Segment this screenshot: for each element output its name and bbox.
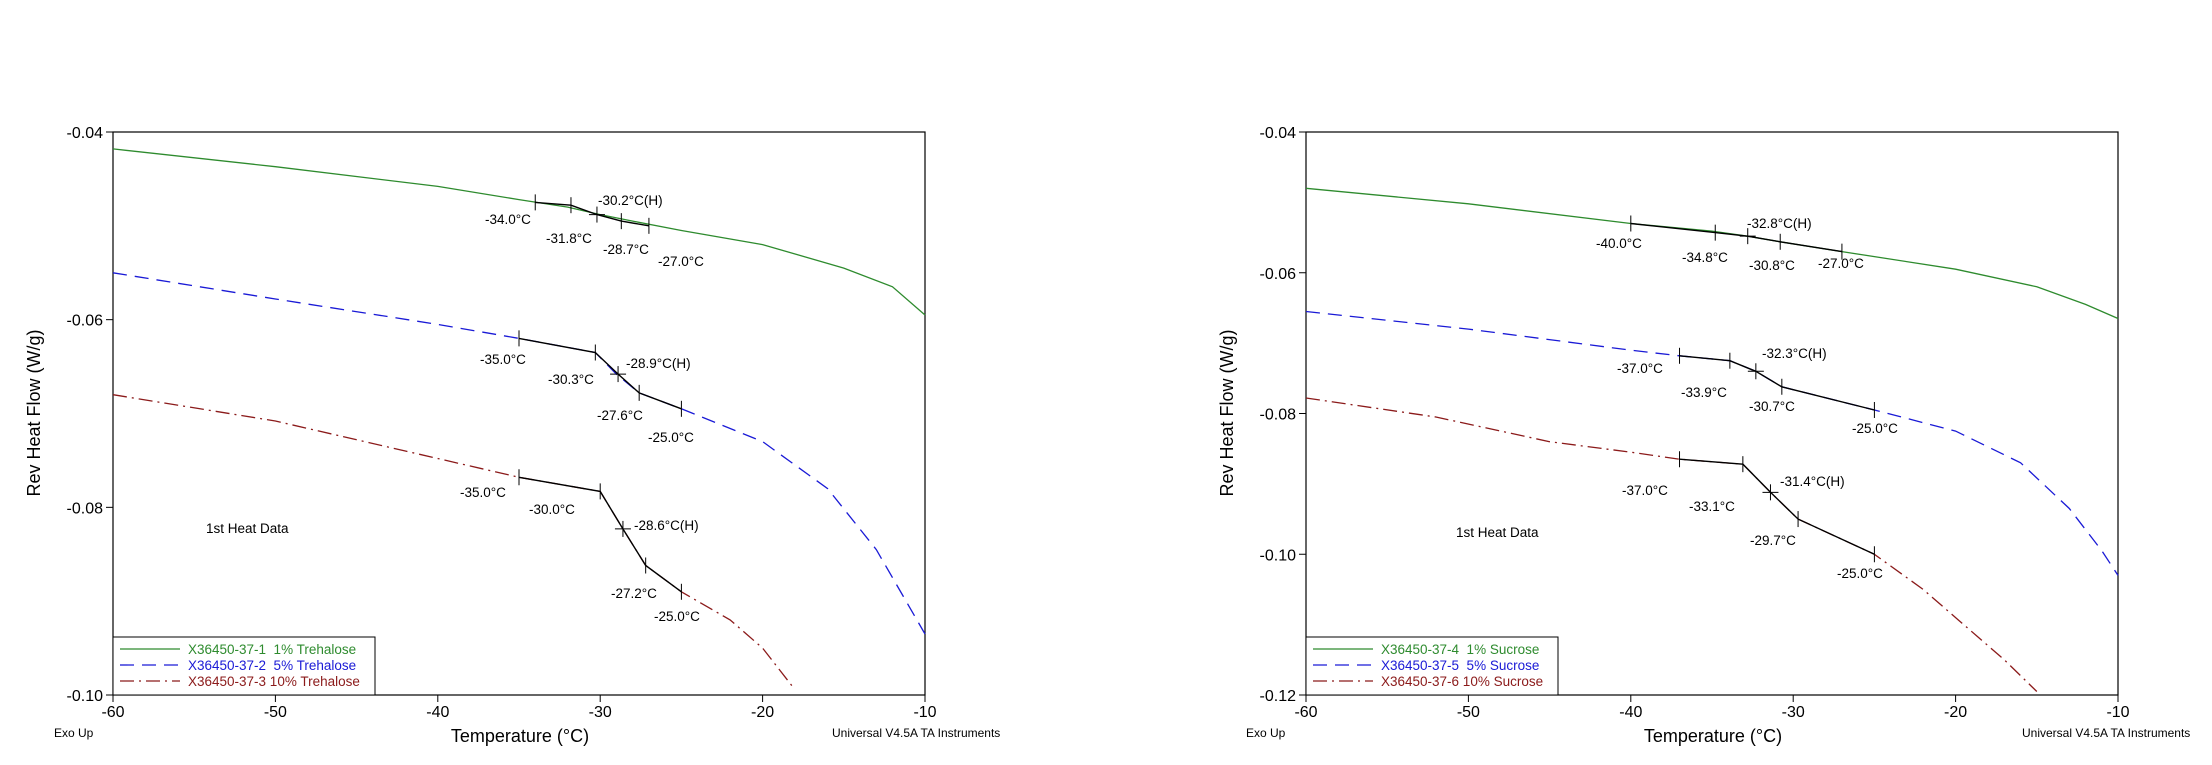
x-tick-label: -20 — [1944, 704, 1967, 721]
legend: X36450-37-1 1% Trehalose X36450-37-2 5% … — [112, 636, 376, 696]
annotation-label: -40.0°C — [1596, 236, 1642, 251]
onset-marker — [610, 366, 627, 383]
y-tick-label: -0.10 — [1260, 547, 1297, 564]
legend-entry: X36450-37-1 1% Trehalose — [188, 642, 356, 657]
plot-frame — [1305, 131, 2119, 696]
annotation-label: -25.0°C — [1837, 566, 1883, 581]
annotation-labels: -40.0°C -34.8°C -32.8°C(H) -30.8°C -27.0… — [1596, 216, 1898, 581]
instrument-label: Universal V4.5A TA Instruments — [2022, 726, 2190, 740]
onset-marker — [588, 206, 605, 223]
annotation-label: -32.3°C(H) — [1762, 346, 1827, 361]
y-tick-label: -0.12 — [1260, 688, 1297, 705]
x-tick-label: -50 — [264, 704, 287, 721]
legend: X36450-37-4 1% Sucrose X36450-37-5 5% Su… — [1305, 636, 1559, 696]
annotation-label: -30.8°C — [1749, 258, 1795, 273]
y-tick-label: -0.10 — [67, 688, 104, 705]
legend-box — [1305, 636, 1559, 696]
x-tick-label: -30 — [589, 704, 612, 721]
annotation-label: -31.8°C — [546, 231, 592, 246]
annotation-label: -37.0°C — [1622, 483, 1668, 498]
annotation-label: -37.0°C — [1617, 361, 1663, 376]
annotation-labels: -34.0°C -31.8°C -30.2°C(H) -28.7°C -27.0… — [460, 193, 704, 624]
onset-marker — [1762, 484, 1779, 501]
annotation-label: -34.8°C — [1682, 250, 1728, 265]
onset-marker — [614, 520, 631, 537]
exo-up-label: Exo Up — [1246, 726, 1286, 740]
annotation-label: -29.7°C — [1750, 533, 1796, 548]
legend-box — [112, 636, 376, 696]
y-tick-label: -0.06 — [1260, 266, 1297, 283]
annotation-label: -25.0°C — [654, 609, 700, 624]
instrument-label: Universal V4.5A TA Instruments — [832, 726, 1000, 740]
tick-layer: -60 -50 -40 -30 -20 -10 -0.04 -0.06 -0.08 -0.10 — [67, 125, 937, 721]
tick-layer: -60 -50 -40 -30 -20 -10 -0.04 -0.06 -0.08 -0.10 -0… — [1260, 125, 2130, 721]
series-layer — [112, 148, 926, 686]
legend-entry: X36450-37-4 1% Sucrose — [1381, 642, 1539, 657]
y-tick-label: -0.08 — [1260, 407, 1297, 424]
x-tick-label: -50 — [1457, 704, 1480, 721]
exo-up-label: Exo Up — [54, 726, 94, 740]
y-tick-label: -0.04 — [1260, 125, 1297, 142]
onset-marker — [1739, 228, 1756, 245]
plot-frame — [112, 131, 926, 696]
x-tick-label: -10 — [913, 704, 936, 721]
annotation-label: -30.3°C — [548, 372, 594, 387]
annotation-label: -28.7°C — [603, 242, 649, 257]
annotation-label: -30.0°C — [529, 502, 575, 517]
annotation-label: -27.0°C — [1818, 256, 1864, 271]
annotation-label: -30.7°C — [1749, 399, 1795, 414]
annotation-label: -27.2°C — [611, 586, 657, 601]
x-tick-label: -40 — [426, 704, 449, 721]
chart-sucrose: -60 -50 -40 -30 -20 -10 -0.04 -0.06 -0.08 -0.10 -0… — [1217, 125, 2190, 746]
onset-layer — [518, 194, 682, 600]
annotation-label: -34.0°C — [485, 212, 531, 227]
annotation-label: -28.9°C(H) — [626, 356, 691, 371]
annotation-label: -33.9°C — [1681, 385, 1727, 400]
legend-entry: X36450-37-5 5% Sucrose — [1381, 658, 1539, 673]
x-tick-label: -40 — [1619, 704, 1642, 721]
annotation-label: -33.1°C — [1689, 499, 1735, 514]
annotation-label: -25.0°C — [1852, 421, 1898, 436]
y-tick-label: -0.04 — [67, 125, 104, 142]
series-line — [112, 272, 926, 635]
note-label: 1st Heat Data — [1456, 525, 1539, 540]
legend-entry: X36450-37-6 10% Sucrose — [1381, 674, 1543, 689]
y-tick-label: -0.06 — [67, 313, 104, 330]
x-axis-title: Temperature (°C) — [1644, 726, 1782, 746]
y-tick-label: -0.08 — [67, 500, 104, 517]
legend-entry: X36450-37-3 10% Trehalose — [188, 674, 360, 689]
note-label: 1st Heat Data — [206, 521, 289, 536]
annotation-label: -25.0°C — [648, 430, 694, 445]
x-tick-label: -60 — [1294, 704, 1317, 721]
annotation-label: -32.8°C(H) — [1747, 216, 1812, 231]
legend-entry: X36450-37-2 5% Trehalose — [188, 658, 356, 673]
annotation-label: -35.0°C — [460, 485, 506, 500]
onset-layer — [1630, 215, 1875, 563]
annotation-label: -27.6°C — [597, 408, 643, 423]
onset-segment — [518, 337, 682, 410]
annotation-label: -30.2°C(H) — [598, 193, 663, 208]
x-tick-label: -60 — [101, 704, 124, 721]
x-tick-label: -30 — [1782, 704, 1805, 721]
annotation-label: -27.0°C — [658, 254, 704, 269]
y-axis-title: Rev Heat Flow (W/g) — [24, 329, 44, 496]
x-axis-title: Temperature (°C) — [451, 726, 589, 746]
series-line — [112, 148, 926, 316]
x-tick-label: -20 — [751, 704, 774, 721]
annotation-label: -28.6°C(H) — [634, 518, 699, 533]
y-axis-title: Rev Heat Flow (W/g) — [1217, 329, 1237, 496]
chart-trehalose: -60 -50 -40 -30 -20 -10 -0.04 -0.06 -0.08 -0.10 R… — [24, 125, 1000, 746]
annotation-label: -35.0°C — [480, 352, 526, 367]
series-line — [1305, 310, 2119, 576]
x-tick-label: -10 — [2106, 704, 2129, 721]
onset-marker — [1747, 363, 1764, 380]
annotation-label: -31.4°C(H) — [1780, 474, 1845, 489]
